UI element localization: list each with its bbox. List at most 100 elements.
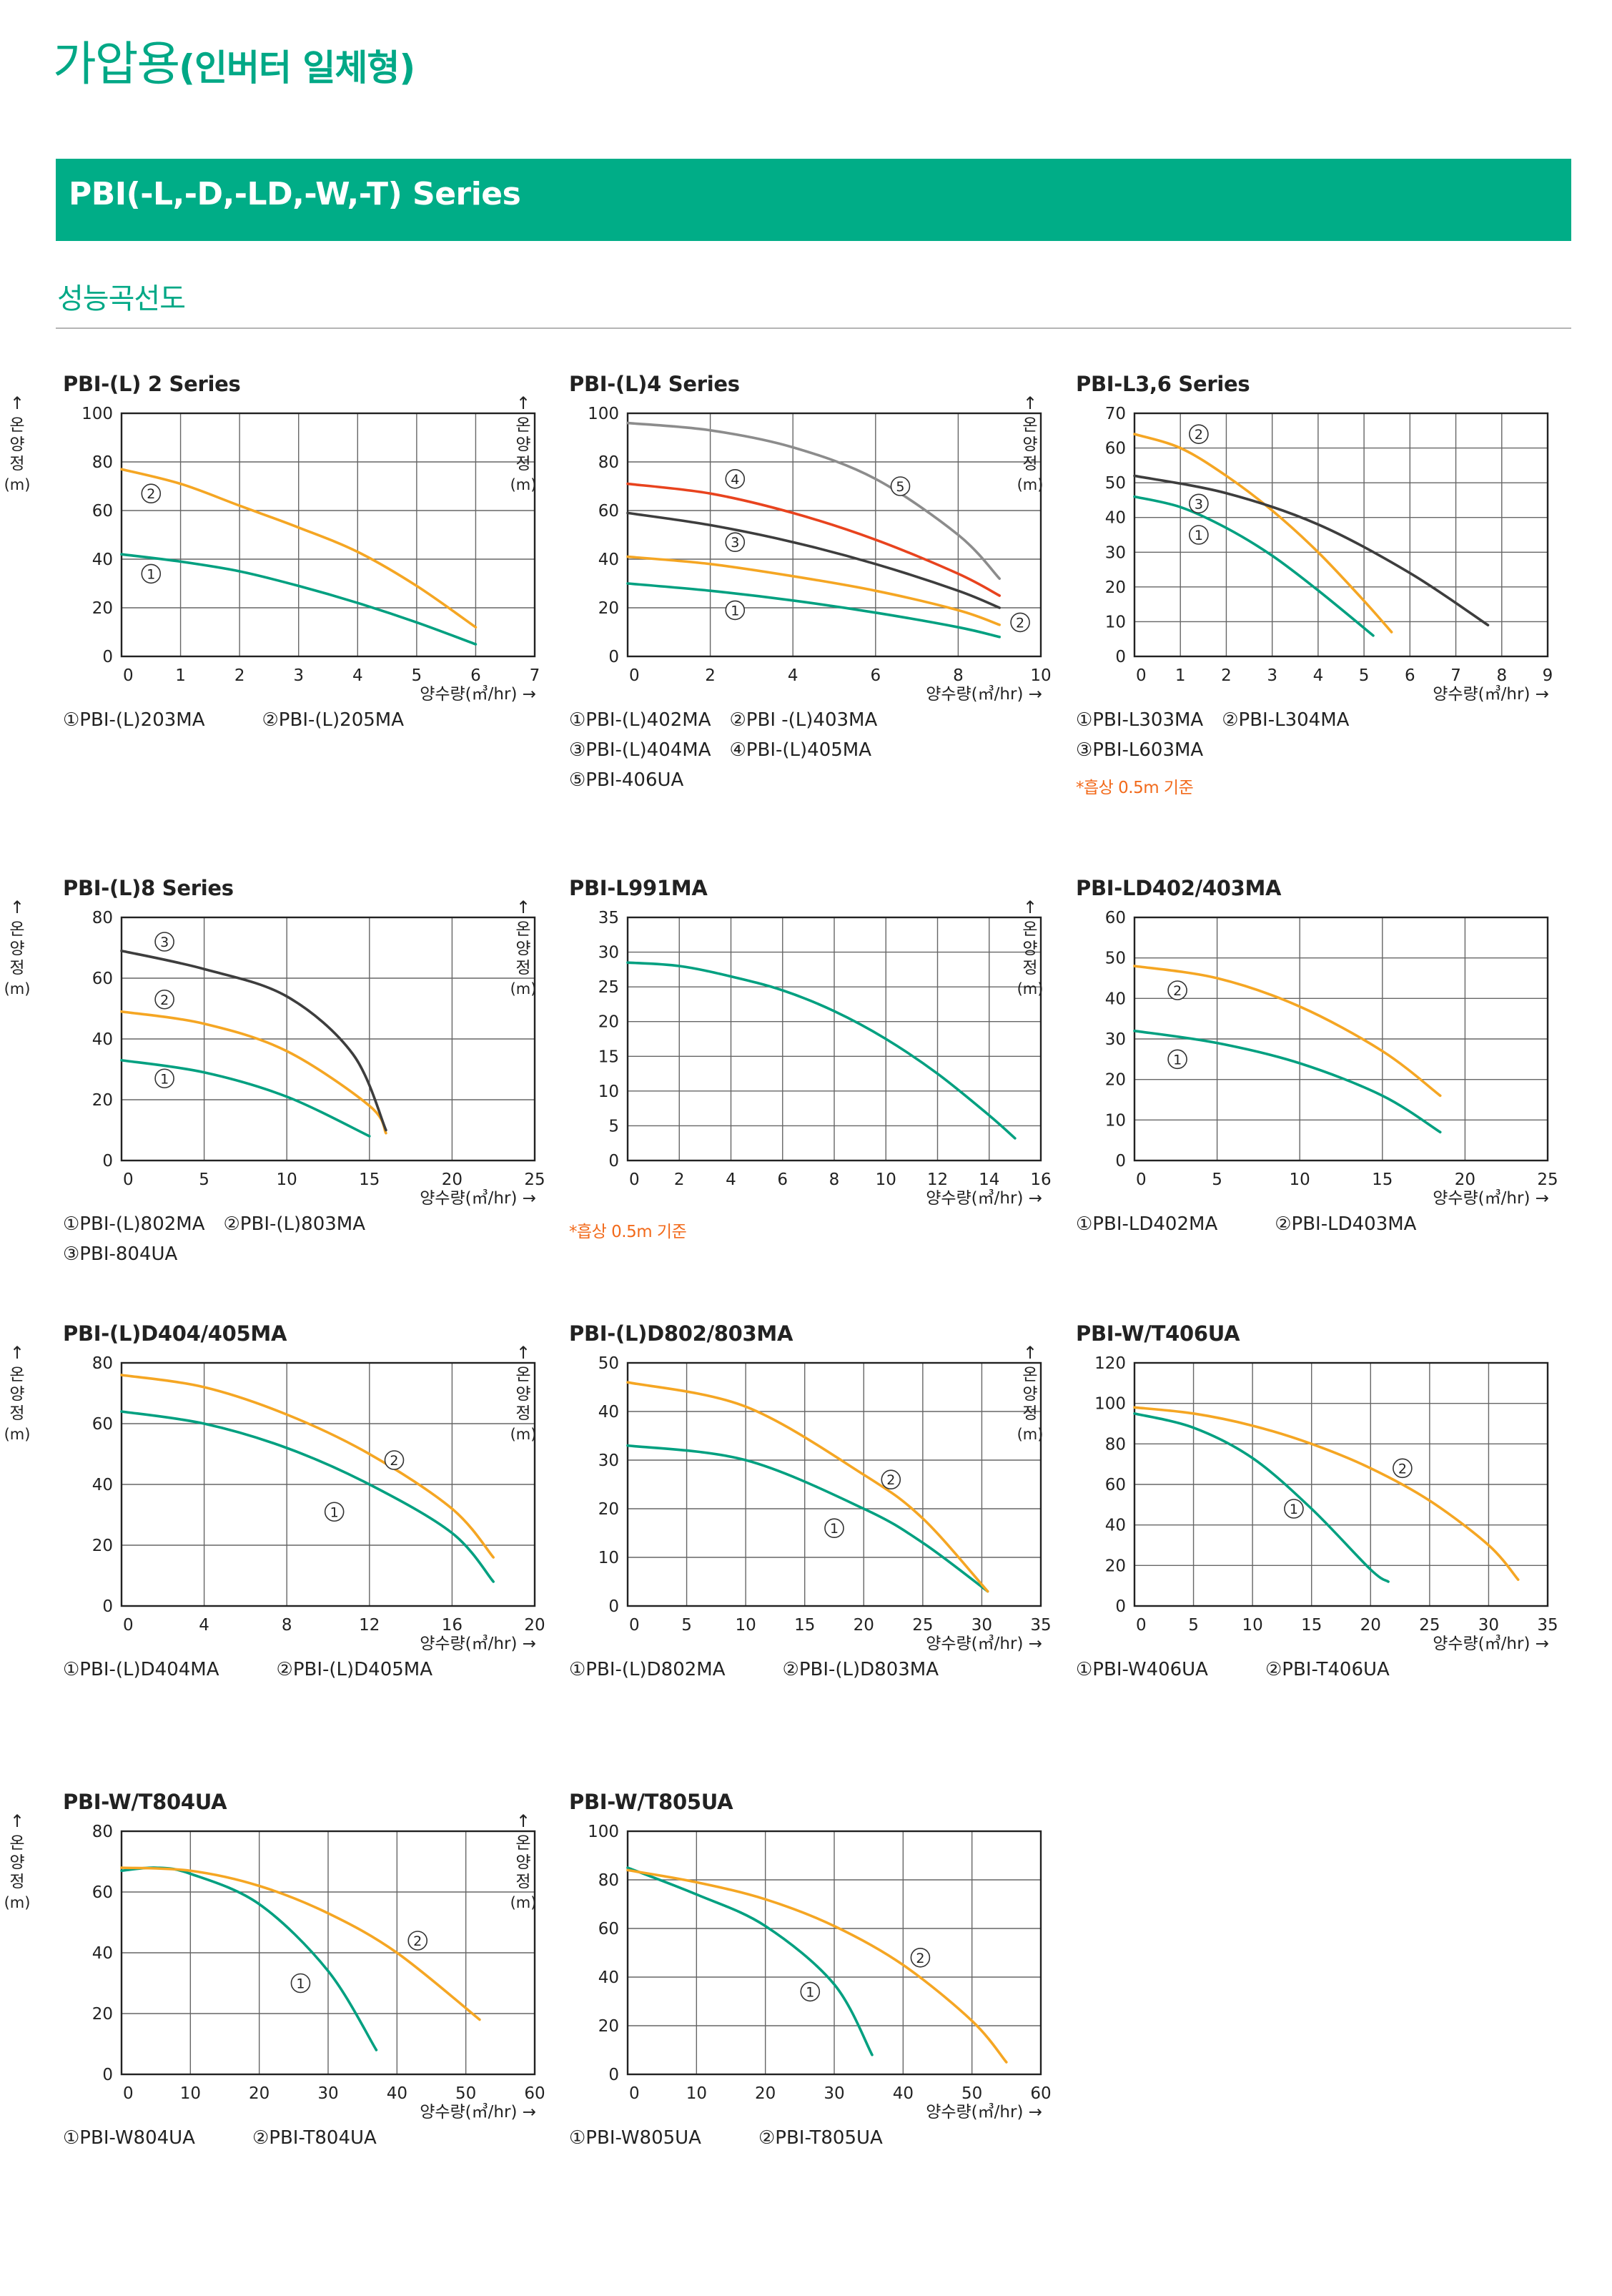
series-marker-label: 2	[413, 1933, 422, 1949]
chart-title: PBI-(L)D802/803MA	[569, 1321, 793, 1346]
y-tick-label: 100	[1094, 1395, 1126, 1414]
series-line	[1133, 1406, 1520, 1581]
page-title-sub: (인버터 일체형)	[179, 47, 415, 89]
y-tick-label: 0	[102, 648, 113, 666]
legend-item: ③PBI-804UA	[63, 1243, 178, 1265]
chart-panel: PBI-(L) 2 Series 0 1 2 3 4 5 6 7 0 20 40 60 80 100 ↑ 온 양 정…	[0, 372, 540, 829]
series-marker-circle	[725, 532, 746, 552]
x-axis-label: 양수량(㎥/hr) →	[1433, 1188, 1549, 1208]
y-axis-unit: (m)	[1017, 476, 1044, 493]
series-line	[120, 1866, 378, 2051]
y-axis-label-char: 양	[9, 1385, 24, 1404]
y-tick-label: 80	[92, 1823, 113, 1841]
y-tick-label: 10	[598, 1549, 619, 1567]
page-title-main: 가압용	[53, 36, 180, 92]
y-tick-label: 40	[92, 1944, 113, 1963]
y-axis-label-char: 양	[1022, 435, 1037, 454]
series-line	[626, 1868, 1008, 2064]
x-tick-label: 15	[359, 1171, 380, 1189]
plot-frame	[626, 1361, 1042, 1607]
chart-panel: PBI-W/T406UA 0 5 10 15 20 25 30 35 0 20 40 60 80 100 12…	[1013, 1321, 1558, 1779]
y-tick-label: 25	[598, 978, 619, 997]
chart-title: PBI-(L) 2 Series	[63, 372, 241, 396]
legend-item: ①PBI-(L)D404MA	[63, 1659, 219, 1680]
legend-item: ①PBI-W804UA	[63, 2127, 195, 2149]
series-marker-circle	[725, 600, 746, 621]
series-marker-circle	[824, 1518, 844, 1539]
y-axis-unit: (m)	[510, 476, 537, 493]
chart-svg: 0 5 10 15 20 25 30 35 0 10 20 30 40 50 ↑ 온양정 (m) 양수량(㎥/hr…	[510, 1343, 1052, 1653]
y-tick-label: 80	[598, 453, 619, 472]
legend-row: ③PBI-L603MA	[1076, 739, 1222, 761]
chart-title: PBI-W/T804UA	[63, 1790, 227, 1814]
y-axis-label-char: 정	[515, 1404, 530, 1423]
legend-item: ②PBI-(L)D405MA	[276, 1659, 433, 1680]
y-axis-label-char: 정	[9, 1404, 24, 1423]
plot-frame	[1133, 1361, 1549, 1607]
legend-row: ③PBI-(L)404MA ④PBI-(L)405MA	[569, 739, 890, 761]
y-tick-label: 0	[102, 2066, 113, 2084]
series-line	[1133, 495, 1375, 637]
chart-title: PBI-W/T406UA	[1076, 1321, 1240, 1346]
chart-note: *흡상 0.5m 기준	[1076, 779, 1194, 797]
series-marker-circle	[881, 1469, 901, 1489]
y-tick-label: 0	[102, 1152, 113, 1171]
chart-panel: PBI-(L)D404/405MA 0 4 8 12 16 20 0 20 40 60 80 ↑ 온 양 정(…	[0, 1321, 545, 1779]
y-tick-label: 10	[598, 1083, 619, 1101]
y-axis-unit: (m)	[510, 980, 537, 997]
legend-item: ②PBI-T406UA	[1265, 1659, 1390, 1680]
y-tick-label: 60	[1105, 909, 1126, 927]
x-tick-label: 25	[1537, 1171, 1558, 1189]
x-tick-label: 0	[629, 1616, 640, 1635]
y-axis-arrow: ↑	[1023, 1343, 1037, 1363]
x-axis-label: 양수량(㎥/hr) →	[1433, 684, 1549, 704]
chart-title: PBI-(L)8 Series	[63, 876, 234, 900]
y-axis-arrow: ↑	[10, 897, 24, 917]
x-tick-label: 60	[1030, 2084, 1051, 2103]
x-tick-label: 15	[1372, 1171, 1393, 1189]
chart-title: PBI-(L)D404/405MA	[63, 1321, 287, 1346]
x-tick-label: 50	[961, 2084, 982, 2103]
series-marker-label: 1	[731, 603, 739, 619]
y-axis-arrow: ↑	[10, 393, 24, 413]
y-axis-arrow: ↑	[10, 1811, 24, 1831]
plot-frame	[1133, 916, 1549, 1162]
x-tick-label: 10	[876, 1171, 896, 1189]
series-line	[626, 1866, 874, 2056]
y-axis-label-char: 온	[515, 1366, 530, 1384]
series-line	[120, 553, 478, 646]
chart-svg: 0 5 10 15 20 25 30 35 0 20 40 60 80 100 120 ↑ 온양정 (m) 양수량(…	[1017, 1343, 1558, 1653]
chart-panel: PBI-L3,6 Series 0 1 2 3 4 5 6 7 8 9 0 10 20 30 40 50 60 70…	[1013, 372, 1553, 829]
series-banner: PBI(-L,-D,-LD,-W,-T) Series	[56, 159, 1571, 241]
y-tick-label: 100	[588, 1823, 619, 1841]
legend-row: ①PBI-W805UA ②PBI-T805UA	[569, 2127, 901, 2149]
x-tick-label: 7	[1450, 666, 1461, 685]
y-axis-label-char: 양	[515, 435, 530, 454]
x-tick-label: 25	[1419, 1616, 1440, 1635]
legend-row: ①PBI-(L)D802MA ②PBI-(L)D803MA	[569, 1659, 957, 1680]
series-marker-circle	[154, 989, 174, 1010]
plot-frame	[120, 916, 536, 1162]
x-tick-label: 20	[1455, 1171, 1475, 1189]
series-marker-circle	[141, 563, 162, 584]
series-marker-circle	[154, 1068, 174, 1089]
y-tick-label: 20	[598, 1500, 619, 1519]
x-tick-label: 20	[442, 1171, 463, 1189]
y-axis-arrow: ↑	[516, 1811, 530, 1831]
x-tick-label: 30	[824, 2084, 844, 2103]
x-tick-label: 0	[123, 1616, 134, 1635]
y-axis-label-char: 양	[515, 940, 530, 958]
x-tick-label: 6	[870, 666, 881, 685]
series-marker-label: 2	[1398, 1461, 1407, 1477]
y-axis-label-char: 정	[9, 1873, 24, 1891]
series-marker-label: 2	[160, 992, 169, 1008]
x-tick-label: 8	[1496, 666, 1507, 685]
chart-note: *흡상 0.5m 기준	[569, 1223, 687, 1241]
y-axis-label-char: 정	[515, 1873, 530, 1891]
legend-item: ①PBI-(L)203MA	[63, 709, 205, 731]
y-tick-label: 20	[92, 1537, 113, 1555]
y-tick-label: 20	[598, 2017, 619, 2036]
x-axis-label: 양수량(㎥/hr) →	[1433, 1634, 1549, 1653]
series-marker-circle	[384, 1450, 405, 1470]
legend-item: ①PBI-W406UA	[1076, 1659, 1208, 1680]
